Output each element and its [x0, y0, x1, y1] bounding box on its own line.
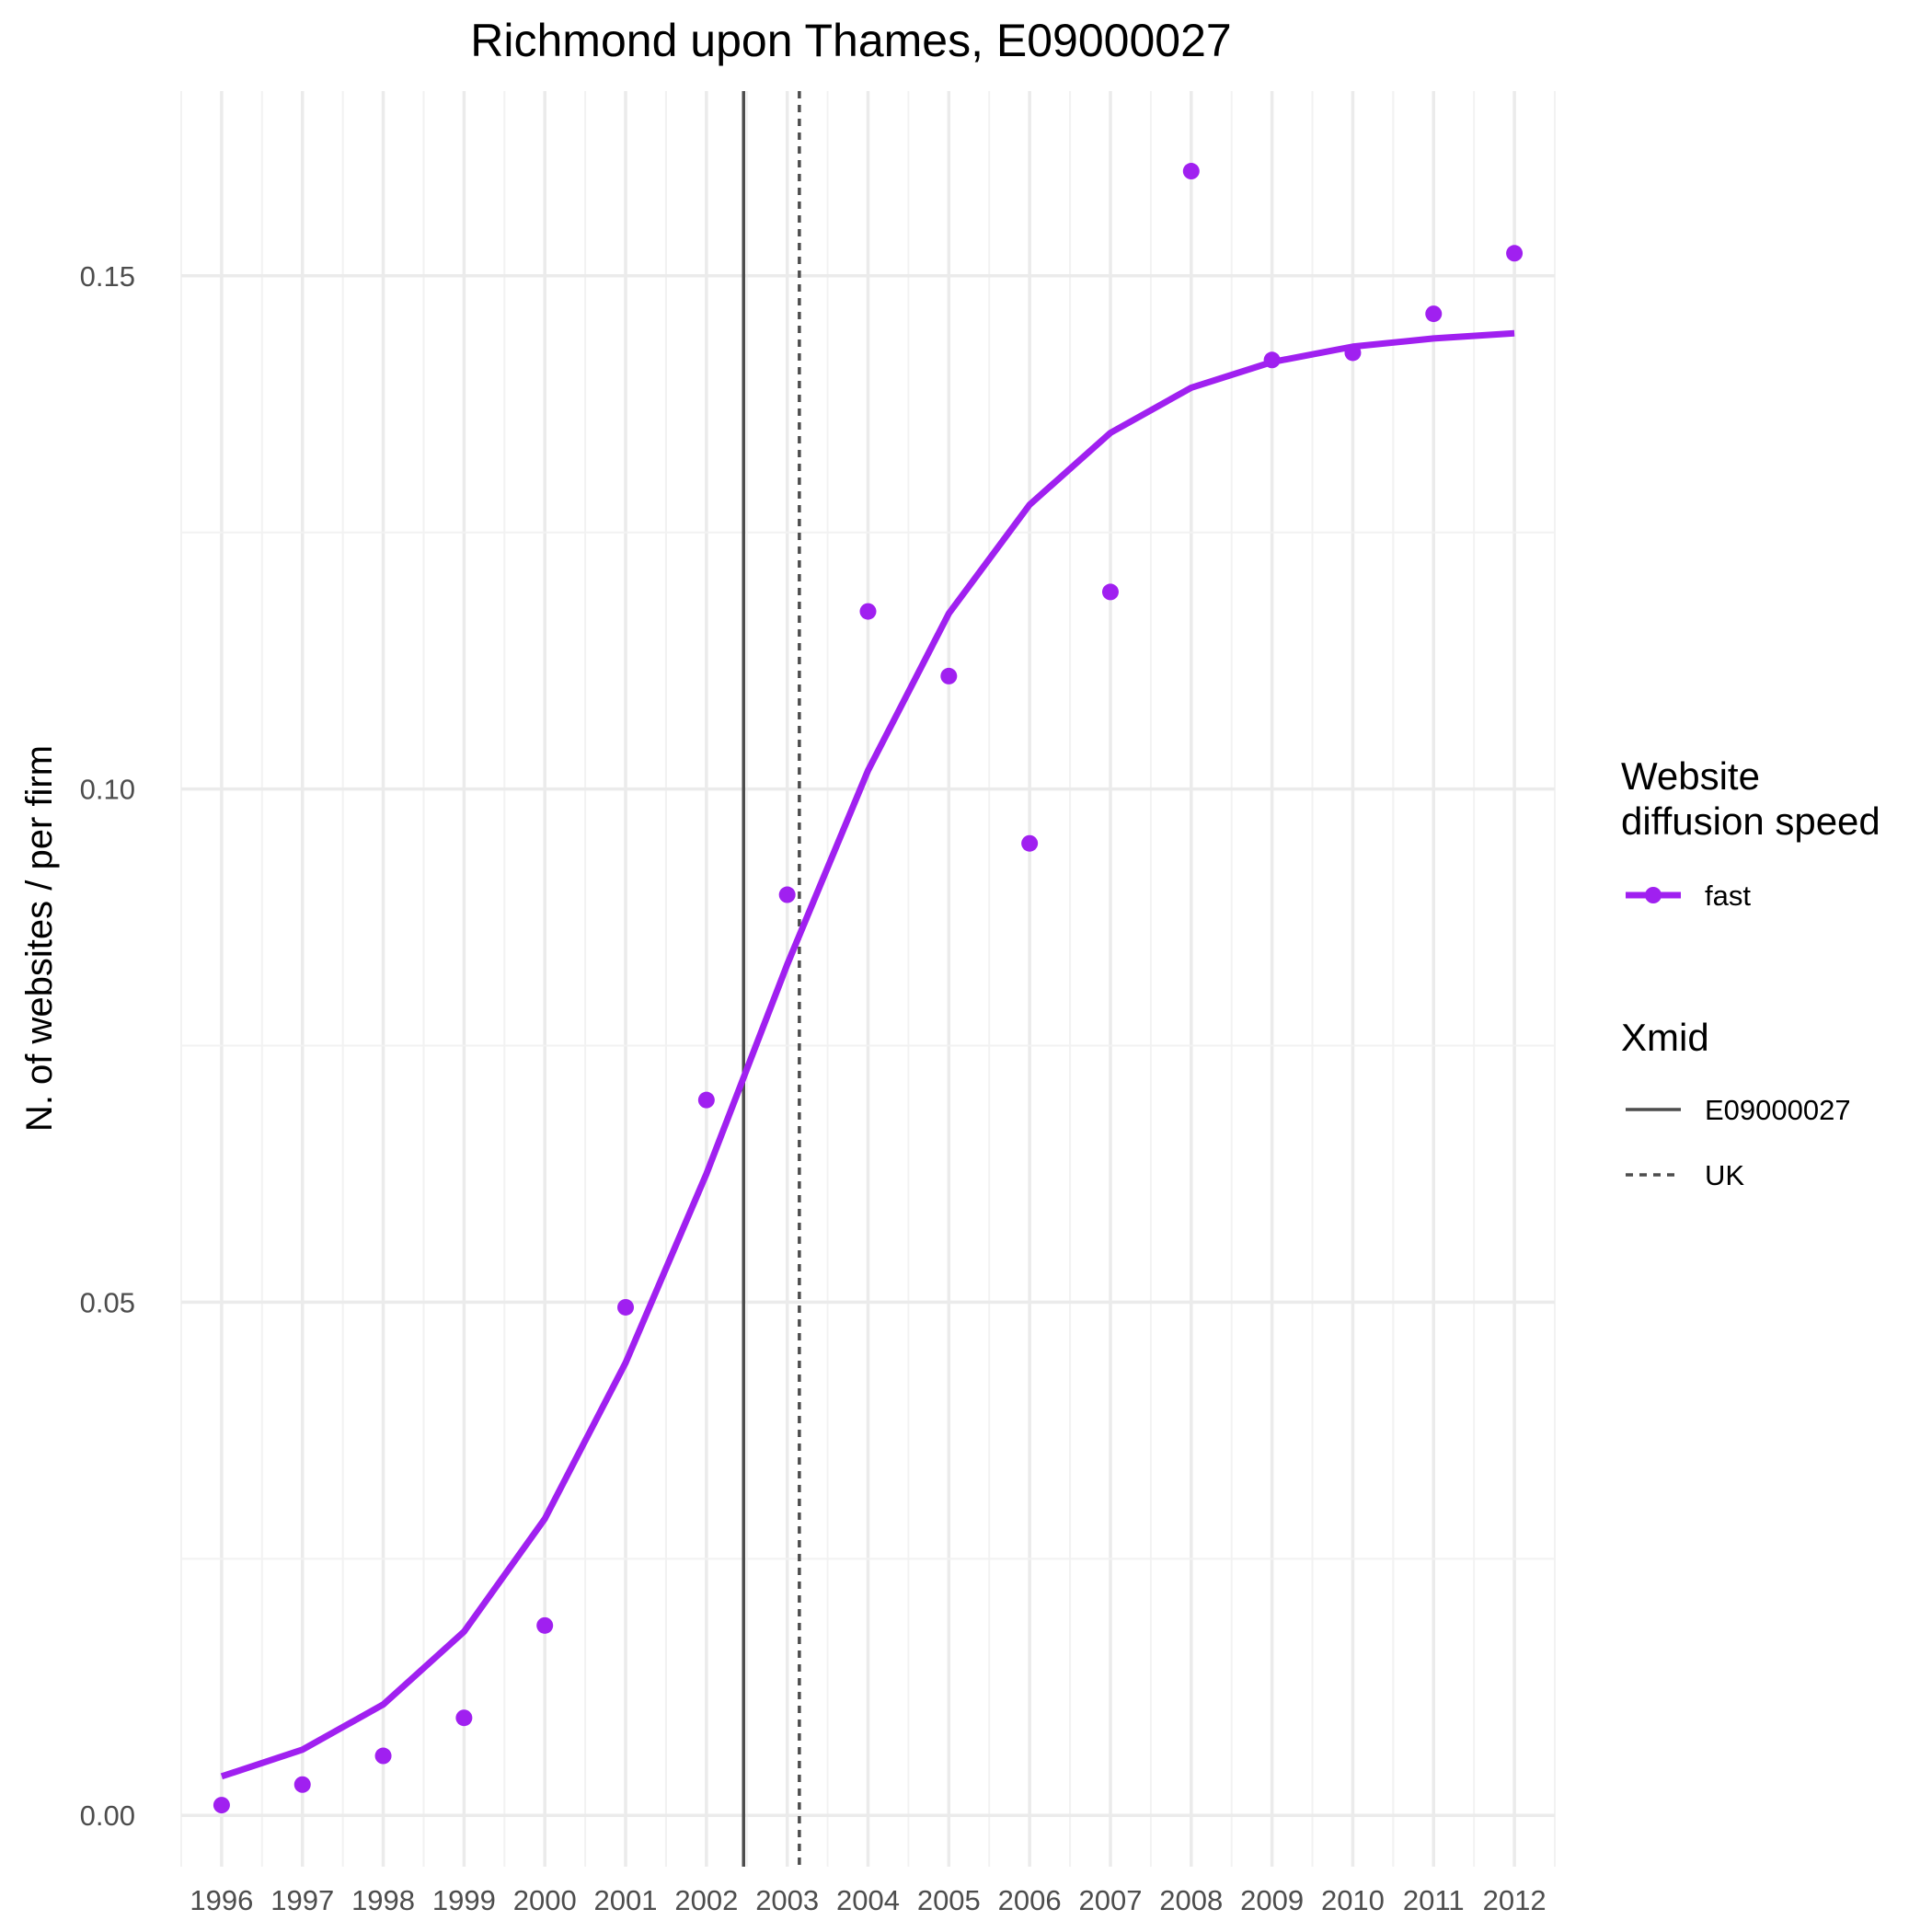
data-point — [778, 886, 796, 903]
x-tick-label: 1996 — [190, 1884, 253, 1916]
x-tick-label: 2009 — [1240, 1884, 1304, 1916]
y-tick-label: 0.00 — [80, 1800, 135, 1832]
x-tick-label: 2000 — [513, 1884, 577, 1916]
grid — [180, 91, 1556, 1867]
data-point — [697, 1091, 715, 1109]
data-point — [1101, 583, 1119, 601]
chart-title: Richmond upon Thames, E09000027 — [470, 15, 1231, 66]
data-point — [1425, 305, 1443, 323]
x-tick-labels: 1996 1997 1998 1999 2000 2001 2002 2003 2004 2005… — [190, 1884, 1546, 1916]
y-tick-label: 0.05 — [80, 1286, 135, 1318]
series-layer — [213, 163, 1524, 1814]
y-tick-labels: 0.00 0.05 0.10 0.15 — [80, 260, 135, 1832]
legend: Website diffusion speed fast Xmid E09000027 U… — [1621, 754, 1880, 1191]
legend-xmid-label: E09000027 — [1705, 1094, 1851, 1126]
x-tick-label: 2010 — [1321, 1884, 1385, 1916]
reference-lines — [742, 91, 801, 1867]
x-tick-label: 2011 — [1403, 1884, 1465, 1916]
data-point — [1263, 351, 1281, 369]
x-tick-label: 1999 — [432, 1884, 496, 1916]
y-axis-title: N. of websites / per firm — [19, 745, 60, 1132]
data-point — [859, 603, 877, 620]
data-point — [213, 1797, 230, 1814]
data-point — [1344, 344, 1362, 362]
x-tick-label: 2012 — [1483, 1884, 1547, 1916]
data-point — [1021, 834, 1039, 852]
legend-xmid-title: Xmid — [1621, 1016, 1709, 1059]
x-tick-label: 2004 — [836, 1884, 900, 1916]
x-tick-label: 2006 — [998, 1884, 1062, 1916]
x-tick-label: 2008 — [1159, 1884, 1223, 1916]
fit-line-fast — [220, 329, 1515, 1780]
x-tick-label: 2005 — [917, 1884, 981, 1916]
data-point — [617, 1298, 635, 1316]
x-tick-label: 2003 — [755, 1884, 819, 1916]
data-point — [1506, 245, 1524, 262]
x-tick-label: 1997 — [270, 1884, 334, 1916]
data-point — [1182, 163, 1200, 180]
x-tick-label: 2001 — [594, 1884, 658, 1916]
legend-xmid-label: UK — [1705, 1159, 1744, 1191]
data-point — [293, 1776, 311, 1793]
legend-fast-key-point — [1645, 887, 1662, 903]
x-tick-label: 2002 — [674, 1884, 738, 1916]
legend-fast-label: fast — [1705, 880, 1751, 912]
data-point — [455, 1709, 473, 1727]
data-point — [374, 1747, 392, 1765]
legend-speed-title: Website diffusion speed — [1621, 754, 1880, 843]
data-point — [536, 1616, 554, 1634]
y-tick-label: 0.15 — [80, 260, 135, 293]
data-point — [940, 667, 958, 684]
y-tick-label: 0.10 — [80, 774, 135, 806]
x-tick-label: 1998 — [351, 1884, 415, 1916]
x-tick-label: 2007 — [1078, 1884, 1142, 1916]
